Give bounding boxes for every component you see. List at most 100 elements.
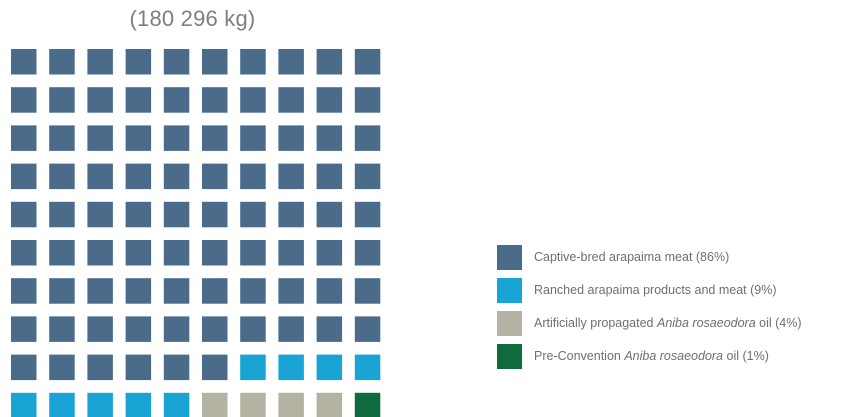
- waffle-cell-series-2: [164, 393, 190, 417]
- waffle-cell-series-1: [240, 240, 266, 266]
- waffle-cell-series-1: [317, 125, 343, 150]
- waffle-cell-series-1: [126, 125, 152, 150]
- waffle-cell-series-1: [87, 240, 113, 266]
- waffle-cell-series-1: [126, 240, 152, 266]
- legend-item-4: Pre-Convention Aniba rosaeodora oil (1%): [497, 343, 802, 369]
- waffle-cell-series-1: [355, 278, 381, 304]
- waffle-cell-series-1: [164, 355, 190, 381]
- waffle-cell-series-1: [49, 355, 74, 381]
- waffle-cell-series-1: [164, 125, 190, 150]
- waffle-cell-series-3: [240, 393, 266, 417]
- waffle-cell-series-1: [87, 316, 113, 342]
- waffle-cell-series-1: [240, 125, 266, 150]
- waffle-cell-series-1: [164, 202, 190, 228]
- waffle-cell-series-1: [164, 87, 190, 113]
- waffle-cell-series-3: [317, 393, 343, 417]
- waffle-cell-series-3: [278, 393, 304, 417]
- waffle-cell-series-1: [317, 164, 343, 190]
- waffle-cell-series-1: [355, 49, 381, 75]
- waffle-cell-series-1: [164, 316, 190, 342]
- waffle-cell-series-1: [202, 164, 228, 190]
- legend-item-1: Captive-bred arapaima meat (86%): [497, 244, 802, 270]
- waffle-cell-series-1: [87, 125, 113, 150]
- waffle-grid: [0, 0, 400, 417]
- waffle-cell-series-1: [49, 202, 74, 228]
- waffle-cell-series-1: [240, 278, 266, 304]
- waffle-cell-series-1: [126, 87, 152, 113]
- waffle-cell-series-2: [126, 393, 152, 417]
- waffle-cell-series-1: [87, 87, 113, 113]
- waffle-cell-series-1: [11, 87, 37, 113]
- waffle-cell-series-1: [11, 316, 37, 342]
- waffle-cell-series-1: [126, 316, 152, 342]
- waffle-cell-series-1: [87, 278, 113, 304]
- waffle-cell-series-1: [126, 164, 152, 190]
- waffle-cell-series-1: [202, 87, 228, 113]
- waffle-cell-series-1: [317, 240, 343, 266]
- waffle-cell-series-1: [317, 87, 343, 113]
- waffle-cell-series-1: [240, 87, 266, 113]
- waffle-cell-series-1: [164, 278, 190, 304]
- waffle-cell-series-2: [317, 355, 343, 381]
- waffle-cell-series-1: [49, 278, 74, 304]
- waffle-cell-series-1: [240, 202, 266, 228]
- waffle-cell-series-1: [49, 87, 74, 113]
- waffle-cell-series-2: [11, 393, 37, 417]
- waffle-cell-series-1: [11, 164, 37, 190]
- legend-label: Captive-bred arapaima meat (86%): [534, 250, 729, 264]
- waffle-cell-series-1: [202, 125, 228, 150]
- waffle-cell-series-1: [317, 278, 343, 304]
- waffle-cell-series-1: [355, 240, 381, 266]
- waffle-cell-series-2: [87, 393, 113, 417]
- waffle-cell-series-1: [278, 125, 304, 150]
- legend-item-3: Artificially propagated Aniba rosaeodora…: [497, 310, 802, 336]
- waffle-cell-series-1: [164, 164, 190, 190]
- legend-label: Ranched arapaima products and meat (9%): [534, 283, 777, 297]
- waffle-cell-series-1: [278, 202, 304, 228]
- waffle-cell-series-1: [317, 316, 343, 342]
- waffle-cell-series-2: [278, 355, 304, 381]
- waffle-cell-series-1: [87, 355, 113, 381]
- waffle-cell-series-1: [202, 240, 228, 266]
- waffle-cell-series-1: [126, 49, 152, 75]
- waffle-cell-series-1: [278, 87, 304, 113]
- waffle-cell-series-1: [11, 125, 37, 150]
- waffle-cell-series-1: [317, 49, 343, 75]
- legend-swatch: [497, 311, 522, 336]
- waffle-cell-series-1: [278, 278, 304, 304]
- waffle-cell-series-1: [355, 316, 381, 342]
- waffle-cell-series-1: [49, 316, 74, 342]
- waffle-cell-series-1: [355, 87, 381, 113]
- legend-swatch: [497, 278, 522, 303]
- waffle-cell-series-1: [164, 240, 190, 266]
- waffle-cell-series-1: [202, 278, 228, 304]
- waffle-cell-series-1: [317, 202, 343, 228]
- waffle-cell-series-1: [11, 49, 37, 75]
- waffle-cell-series-1: [278, 240, 304, 266]
- waffle-cell-series-1: [87, 202, 113, 228]
- waffle-cell-series-1: [240, 316, 266, 342]
- waffle-cell-series-1: [202, 316, 228, 342]
- legend-item-2: Ranched arapaima products and meat (9%): [497, 277, 802, 303]
- legend-swatch: [497, 344, 522, 369]
- waffle-cell-series-1: [87, 164, 113, 190]
- legend: Captive-bred arapaima meat (86%) Ranched …: [497, 244, 802, 376]
- waffle-cell-series-1: [355, 164, 381, 190]
- waffle-cell-series-1: [202, 202, 228, 228]
- waffle-cell-series-1: [126, 355, 152, 381]
- waffle-cell-series-1: [11, 278, 37, 304]
- waffle-cell-series-2: [49, 393, 74, 417]
- waffle-cell-series-1: [278, 49, 304, 75]
- waffle-cell-series-1: [164, 49, 190, 75]
- waffle-cell-series-1: [126, 202, 152, 228]
- waffle-cell-series-1: [240, 49, 266, 75]
- waffle-cell-series-1: [202, 49, 228, 75]
- legend-swatch: [497, 245, 522, 270]
- waffle-cell-series-1: [87, 49, 113, 75]
- legend-label: Pre-Convention Aniba rosaeodora oil (1%): [534, 349, 769, 363]
- waffle-cell-series-4: [355, 393, 381, 417]
- waffle-cell-series-1: [355, 125, 381, 150]
- waffle-cell-series-2: [355, 355, 381, 381]
- waffle-cell-series-3: [202, 393, 228, 417]
